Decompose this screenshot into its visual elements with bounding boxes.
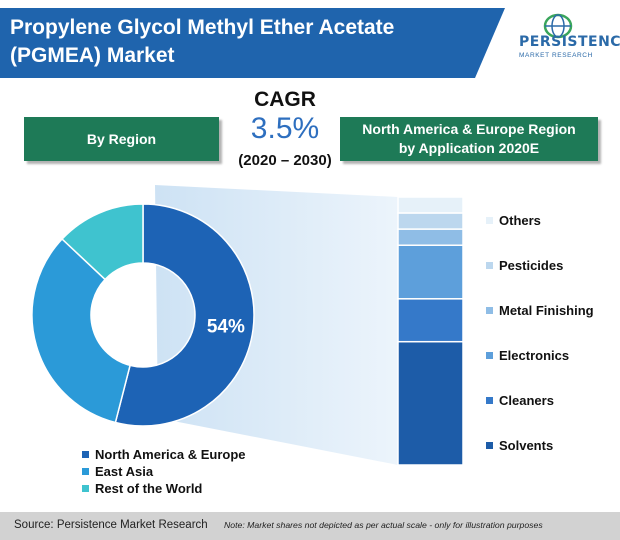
- footer-note: Note: Market shares not depicted as per …: [224, 520, 543, 530]
- bar-segment-solvents: [397, 340, 464, 466]
- app-swatch-electronics: [486, 352, 493, 359]
- app-label-pesticides: Pesticides: [499, 258, 564, 273]
- application-box: North America & Europe Region by Applica…: [340, 117, 598, 161]
- legend-east-asia: East Asia: [82, 464, 153, 479]
- legend-north-america-europe: North America & Europe: [82, 447, 246, 462]
- app-swatch-pesticides: [486, 262, 493, 269]
- application-box-line2: by Application 2020E: [398, 140, 540, 156]
- app-label-metal-finishing: Metal Finishing: [499, 303, 594, 318]
- app-legend-cleaners: Cleaners: [486, 393, 554, 408]
- app-label-cleaners: Cleaners: [499, 393, 554, 408]
- legend-rest-of-world: Rest of the World: [82, 481, 202, 496]
- legend-swatch-north-america-europe: [82, 451, 89, 458]
- app-label-electronics: Electronics: [499, 348, 570, 363]
- cagr-label: CAGR: [254, 88, 316, 111]
- donut-slice-east-asia: [31, 237, 131, 424]
- title-banner-shape: [0, 8, 505, 78]
- legend-swatch-rest-of-world: [82, 485, 89, 492]
- by-region-box: By Region: [24, 117, 219, 161]
- bar-segment-electronics: [397, 244, 464, 300]
- application-box-line1: North America & Europe Region: [362, 121, 576, 137]
- app-legend-others: Others: [486, 213, 541, 228]
- page-title-line1: Propylene Glycol Methyl Ether Acetate: [10, 16, 395, 39]
- app-legend-solvents: Solvents: [486, 438, 553, 453]
- bar-segment-metal-finishing: [397, 228, 464, 246]
- page-title-line2: (PGMEA) Market: [10, 44, 175, 67]
- legend-label-rest-of-world: Rest of the World: [95, 481, 203, 496]
- bar-segment-cleaners: [397, 298, 464, 343]
- globe-icon: [543, 13, 573, 39]
- app-swatch-metal-finishing: [486, 307, 493, 314]
- donut-slice-north-america-europe: [114, 203, 255, 427]
- footer-source: Source: Persistence Market Research: [14, 519, 208, 531]
- cagr-value: 3.5%: [250, 112, 320, 145]
- donut-slice-rest-of-the-world: [61, 203, 144, 281]
- app-label-solvents: Solvents: [499, 438, 554, 453]
- bar-segment-pesticides: [397, 212, 464, 230]
- region-donut-chart: 54%: [31, 203, 255, 427]
- footer: Source: Persistence Market Research Note…: [0, 512, 620, 540]
- app-label-others: Others: [499, 213, 541, 228]
- logo-name: PERSISTENCE: [519, 34, 620, 50]
- cagr-period: (2020 – 2030): [238, 152, 332, 169]
- legend-label-north-america-europe: North America & Europe: [95, 447, 246, 462]
- app-legend-electronics: Electronics: [486, 348, 569, 363]
- legend-label-east-asia: East Asia: [95, 464, 154, 479]
- app-swatch-others: [486, 217, 493, 224]
- title-banner: Propylene Glycol Methyl Ether Acetate (P…: [0, 8, 505, 78]
- legend-swatch-east-asia: [82, 468, 89, 475]
- app-swatch-solvents: [486, 442, 493, 449]
- logo-subtitle: MARKET RESEARCH: [519, 52, 593, 59]
- by-region-label: By Region: [86, 130, 157, 147]
- app-legend-metal-finishing: Metal Finishing: [486, 303, 594, 318]
- application-stacked-bar: [397, 196, 464, 466]
- persistence-logo: PERSISTENCE MARKET RESEARCH: [505, 12, 620, 74]
- donut-data-label: 54%: [207, 316, 245, 337]
- app-legend-pesticides: Pesticides: [486, 258, 563, 273]
- app-swatch-cleaners: [486, 397, 493, 404]
- bar-segment-others: [397, 196, 464, 214]
